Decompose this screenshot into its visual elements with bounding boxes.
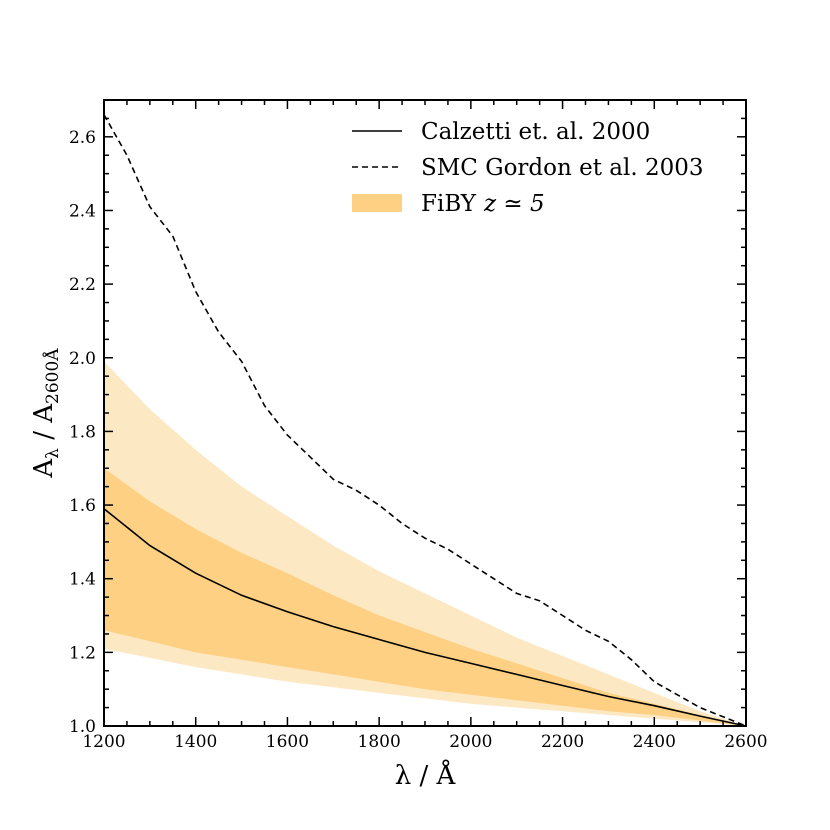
fiby-bands bbox=[104, 361, 746, 726]
legend-label-fiby: FiBY z ≃ 5 bbox=[421, 191, 545, 217]
x-tick-label: 2200 bbox=[541, 732, 584, 752]
legend-label-fiby-math: z ≃ 5 bbox=[483, 191, 545, 217]
legend-label-fiby-name: FiBY bbox=[421, 191, 477, 217]
y-tick-label: 1.0 bbox=[69, 717, 96, 737]
legend-label-calzetti: Calzetti et. al. 2000 bbox=[421, 119, 650, 145]
x-axis-label: λ / Å bbox=[395, 759, 457, 791]
y-axis-label-main: A bbox=[29, 458, 59, 479]
legend-band-swatch bbox=[352, 194, 402, 212]
y-tick-label: 1.6 bbox=[69, 496, 96, 516]
y-axis-label-sub2: 2600Å bbox=[42, 348, 63, 404]
x-tick-label: 1200 bbox=[82, 732, 125, 752]
y-tick-label: 1.8 bbox=[69, 422, 96, 442]
y-axis-label-sub1: λ bbox=[43, 448, 63, 459]
y-tick-label: 2.6 bbox=[69, 128, 96, 148]
x-tick-label: 1400 bbox=[174, 732, 217, 752]
data-lines bbox=[103, 114, 747, 727]
y-tick-label: 1.4 bbox=[69, 570, 96, 590]
x-tick-label: 2600 bbox=[724, 732, 767, 752]
x-tick-label: 2400 bbox=[633, 732, 676, 752]
y-axis-label: Aλ / A2600Å bbox=[29, 348, 63, 479]
x-tick-label: 2000 bbox=[449, 732, 492, 752]
y-tick-label: 2.0 bbox=[69, 349, 96, 369]
y-axis-label-sep: / A bbox=[29, 403, 59, 448]
y-tick-label: 2.4 bbox=[69, 201, 96, 221]
x-tick-label: 1600 bbox=[266, 732, 309, 752]
legend-label-smc: SMC Gordon et al. 2003 bbox=[421, 155, 704, 181]
fiby-band-inner bbox=[104, 468, 746, 726]
x-tick-label: 1800 bbox=[358, 732, 401, 752]
legend: Calzetti et. al. 2000 SMC Gordon et al. … bbox=[352, 119, 704, 217]
calzetti-line bbox=[103, 508, 747, 727]
smc-gordon-line bbox=[103, 114, 747, 727]
y-tick-label: 1.2 bbox=[69, 643, 96, 663]
plot-frame bbox=[103, 99, 747, 727]
y-tick-label: 2.2 bbox=[69, 275, 96, 295]
tick-labels: 1200 1400 1600 1800 2000 2200 2400 2600 1.0 1.2 1.… bbox=[69, 128, 768, 752]
